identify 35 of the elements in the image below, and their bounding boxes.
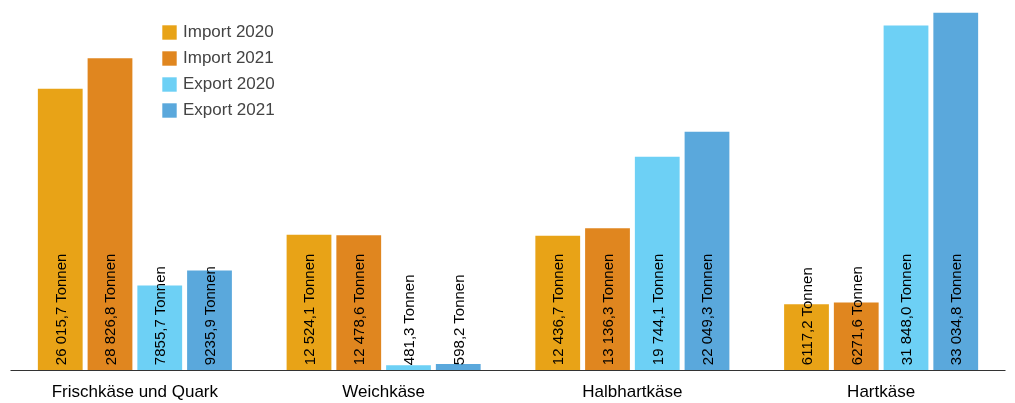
x-tick-label: Frischkäse und Quark (51, 381, 219, 401)
data-label: 28 826,8 Tonnen (101, 253, 119, 366)
data-label: 33 034,8 Tonnen (947, 253, 965, 366)
data-label: 481,3 Tonnen (400, 274, 417, 366)
x-tick-label: Halbhartkäse (582, 381, 683, 401)
data-label: 6271,6 Tonnen (847, 266, 865, 366)
data-label: 12 478,6 Tonnen (350, 253, 368, 366)
legend-label: Export 2020 (183, 74, 275, 94)
data-label: 13 136,3 Tonnen (599, 253, 616, 366)
bar (585, 228, 630, 371)
data-label: 22 049,3 Tonnen (698, 253, 716, 366)
bar (386, 365, 431, 371)
bar (37, 88, 83, 371)
data-label: 7855,7 Tonnen (151, 266, 169, 366)
bar (634, 156, 680, 371)
bar (684, 131, 730, 371)
bar (336, 235, 382, 371)
x-tick-label: Weichkäse (342, 381, 426, 401)
data-label: 19 744,1 Tonnen (648, 253, 666, 366)
data-label: 12 436,7 Tonnen (549, 253, 567, 366)
bar (435, 364, 481, 371)
bar (87, 58, 133, 371)
bar (933, 12, 979, 371)
bar (535, 235, 581, 371)
legend-label: Export 2021 (183, 100, 275, 120)
bar (883, 25, 929, 371)
legend-label: Import 2021 (183, 48, 274, 68)
data-label: 26 015,7 Tonnen (51, 253, 69, 366)
data-label: 31 848,0 Tonnen (897, 253, 915, 366)
data-label: 12 524,1 Tonnen (300, 253, 318, 366)
x-tick-label: Hartkäse (847, 381, 916, 401)
data-label: 6117,2 Tonnen (798, 267, 815, 366)
legend-label: Import 2020 (183, 22, 274, 42)
data-label: 9235,9 Tonnen (201, 266, 218, 366)
data-label: 598,2 Tonnen (449, 274, 467, 366)
